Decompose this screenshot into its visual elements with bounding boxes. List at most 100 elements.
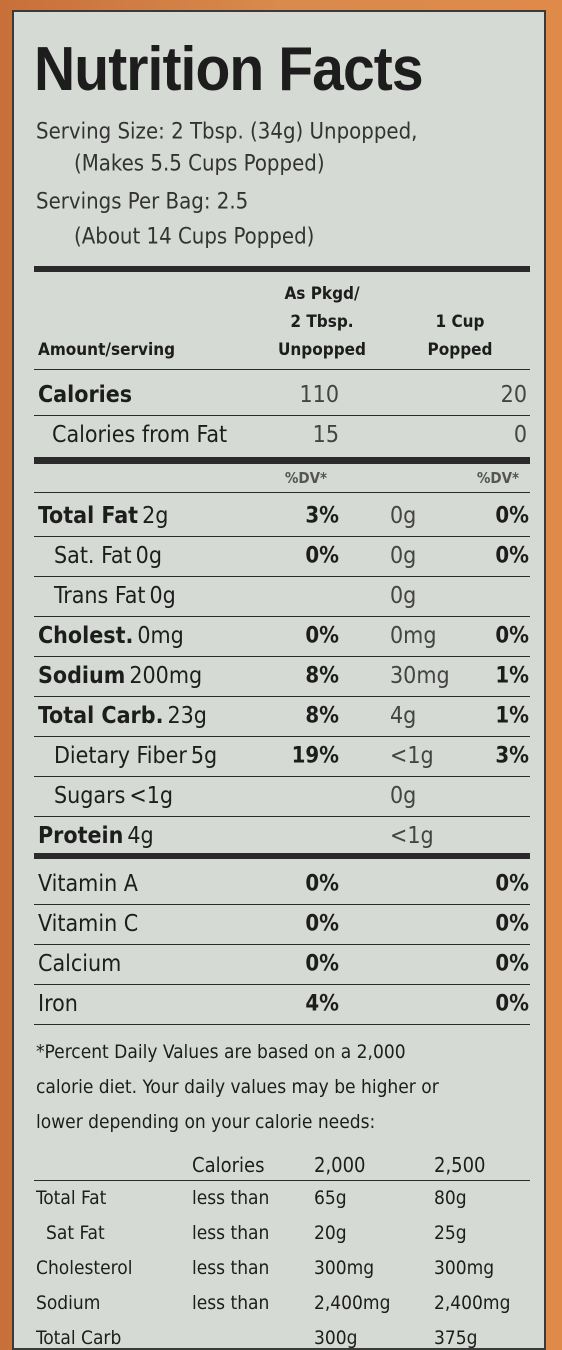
- popped-amount: 0g: [390, 783, 417, 809]
- dv-table-cell: 65g: [314, 1187, 347, 1209]
- dv-table-label: Cholesterol: [36, 1257, 133, 1279]
- dv-table-label: Total Carb: [36, 1327, 122, 1349]
- rule: [34, 616, 530, 617]
- nutrient-name: Sat. Fat: [54, 543, 132, 569]
- dv-table-cell: less than: [192, 1187, 270, 1209]
- dv-table-cell: 20g: [314, 1222, 347, 1244]
- rule: [34, 576, 530, 577]
- daily-value: 0%: [495, 951, 529, 977]
- daily-value: 0%: [495, 911, 529, 937]
- footnote: lower depending on your calorie needs:: [36, 1111, 376, 1133]
- dv-table-header: Calories: [192, 1153, 265, 1177]
- popped-amount: <1g: [390, 823, 434, 849]
- nutrient-label: Protein 4g: [38, 823, 154, 849]
- popped-amount: 0g: [390, 583, 417, 609]
- dv-table-header: 2,000: [314, 1153, 366, 1177]
- serving-line: Servings Per Bag: 2.5: [36, 189, 249, 215]
- nutrient-amount: 0mg: [137, 623, 184, 649]
- nutrient-label: Sodium 200mg: [38, 663, 202, 689]
- dv-table-cell: 300g: [314, 1327, 358, 1349]
- nutrient-amount: 200mg: [129, 663, 203, 689]
- popped-amount: 4g: [390, 703, 417, 729]
- nutrient-amount: 23g: [167, 703, 207, 729]
- rule: [34, 415, 530, 416]
- daily-value: 0%: [495, 503, 529, 529]
- popped-amount: 0mg: [390, 623, 437, 649]
- nutrient-amount: <1g: [129, 783, 174, 809]
- rule: [34, 492, 530, 493]
- dv-table-label: Sat Fat: [46, 1222, 105, 1244]
- dv-table-label: Total Fat: [36, 1187, 107, 1209]
- daily-value: 4%: [305, 991, 339, 1017]
- dv-table-cell: 375g: [434, 1327, 478, 1349]
- daily-value: 0%: [305, 951, 339, 977]
- calories-value: 0: [513, 422, 527, 448]
- daily-value: 0%: [305, 543, 339, 569]
- nutrient-name: Cholest.: [38, 623, 134, 649]
- dv-table-cell: 300mg: [314, 1257, 375, 1279]
- nutrient-name: Protein: [38, 823, 124, 849]
- nutrient-name: Total Carb.: [38, 703, 164, 729]
- nutrient-name: Total Fat: [38, 503, 139, 529]
- nutrient-name: Sodium: [38, 663, 126, 689]
- nutrient-name: Sugars: [54, 783, 126, 809]
- rule: [34, 816, 530, 817]
- daily-value: 8%: [305, 663, 339, 689]
- rule: [34, 457, 530, 464]
- rule: [34, 904, 530, 905]
- dv-table-cell: less than: [192, 1292, 270, 1314]
- rule: [34, 853, 530, 859]
- dv-table-cell: 80g: [434, 1187, 467, 1209]
- calories-value: 20: [500, 382, 527, 408]
- serving-line: (About 14 Cups Popped): [74, 224, 315, 250]
- nutrient-label: Cholest. 0mg: [38, 623, 184, 649]
- nutrition-label: Nutrition Facts Serving Size: 2 Tbsp. (3…: [12, 10, 546, 1350]
- rule: [34, 776, 530, 777]
- popped-amount: 0g: [390, 543, 417, 569]
- column-header: Unpopped: [278, 340, 366, 360]
- serving-line: Serving Size: 2 Tbsp. (34g) Unpopped,: [36, 119, 418, 145]
- vitamin-name: Vitamin C: [38, 911, 139, 937]
- daily-value: 8%: [305, 703, 339, 729]
- dv-table-cell: 25g: [434, 1222, 467, 1244]
- vitamin-name: Iron: [38, 991, 78, 1017]
- nutrient-name: Trans Fat: [54, 583, 146, 609]
- nutrient-label: Sat. Fat 0g: [54, 543, 162, 569]
- vitamin-name: Vitamin A: [38, 871, 138, 897]
- daily-value: 0%: [495, 991, 529, 1017]
- footnote: *Percent Daily Values are based on a 2,0…: [36, 1041, 406, 1063]
- nutrient-label: Sugars <1g: [54, 783, 173, 809]
- rule: [34, 369, 530, 370]
- daily-value: 0%: [495, 543, 529, 569]
- rule: [34, 1024, 530, 1025]
- vitamin-name: Calcium: [38, 951, 122, 977]
- popped-amount: <1g: [390, 743, 434, 769]
- column-header: 2 Tbsp.: [290, 312, 354, 332]
- column-header: Popped: [427, 340, 493, 360]
- column-header: 1 Cup: [435, 312, 485, 332]
- rule: [34, 984, 530, 985]
- dv-table-cell: 300mg: [434, 1257, 495, 1279]
- nutrient-amount: 0g: [135, 543, 162, 569]
- nutrient-amount: 5g: [190, 743, 218, 769]
- rule: [34, 1180, 530, 1181]
- nutrient-amount: 2g: [142, 503, 169, 529]
- calories-value: 15: [312, 422, 339, 448]
- footnote: calorie diet. Your daily values may be h…: [36, 1076, 439, 1098]
- column-header: Amount/serving: [38, 340, 176, 360]
- column-header: As Pkgd/: [284, 284, 360, 304]
- serving-line: (Makes 5.5 Cups Popped): [74, 151, 325, 177]
- rule: [34, 656, 530, 657]
- daily-value: 19%: [291, 743, 339, 769]
- dv-header: %DV*: [476, 469, 520, 487]
- daily-value: 0%: [305, 911, 339, 937]
- daily-value: 3%: [495, 743, 529, 769]
- calories-label: Calories: [38, 382, 133, 408]
- daily-value: 1%: [495, 703, 529, 729]
- dv-table-cell: less than: [192, 1222, 270, 1244]
- dv-table-cell: less than: [192, 1257, 270, 1279]
- nutrient-label: Trans Fat 0g: [54, 583, 176, 609]
- daily-value: 0%: [495, 871, 529, 897]
- daily-value: 3%: [305, 503, 339, 529]
- calories-value: 110: [299, 382, 340, 408]
